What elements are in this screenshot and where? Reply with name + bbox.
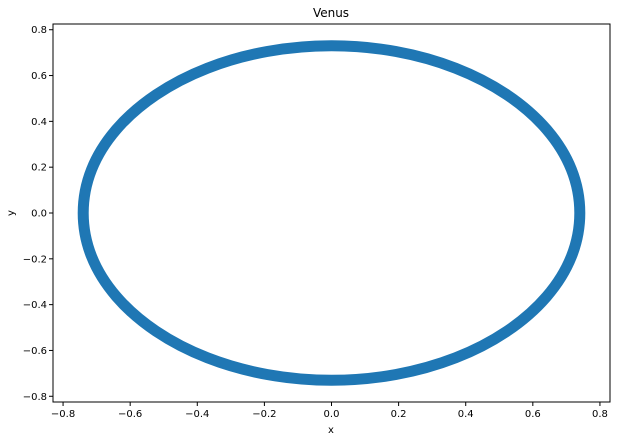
y-tick-label: −0.2	[23, 254, 47, 265]
x-tick-label: 0.4	[458, 409, 474, 420]
y-tick-label: 0.0	[31, 209, 47, 220]
x-tick-label: 0.0	[324, 409, 340, 420]
plot-area	[52, 23, 611, 403]
y-tick-label: −0.8	[23, 392, 47, 403]
y-tick-label: 0.4	[31, 117, 47, 128]
x-tick-label: −0.8	[51, 409, 75, 420]
x-axis-label: x	[328, 425, 334, 436]
y-tick-label: −0.6	[23, 346, 47, 357]
x-tick-label: 0.8	[592, 409, 608, 420]
series-line-0	[77, 40, 586, 386]
y-axis-ticks: 0.8 0.6 0.4 0.2 0.0 −0.2 −0.4 −0.6 −0.8	[23, 25, 53, 403]
chart-title: Venus	[313, 6, 349, 20]
y-axis-label: y	[6, 210, 17, 216]
x-tick-label: 0.2	[391, 409, 407, 420]
x-tick-label: −0.2	[252, 409, 276, 420]
x-tick-label: 0.6	[525, 409, 541, 420]
x-axis-ticks: −0.8 −0.6 −0.4 −0.2 0.0 0.2 0.4 0.6 0.8	[51, 402, 608, 420]
x-tick-label: −0.6	[118, 409, 142, 420]
y-tick-label: 0.6	[31, 71, 47, 82]
y-tick-label: 0.8	[31, 25, 47, 36]
x-tick-label: −0.4	[185, 409, 209, 420]
plot-frame	[52, 23, 611, 403]
y-tick-label: 0.2	[31, 163, 47, 174]
series-layer	[77, 40, 586, 386]
y-tick-label: −0.4	[23, 300, 47, 311]
